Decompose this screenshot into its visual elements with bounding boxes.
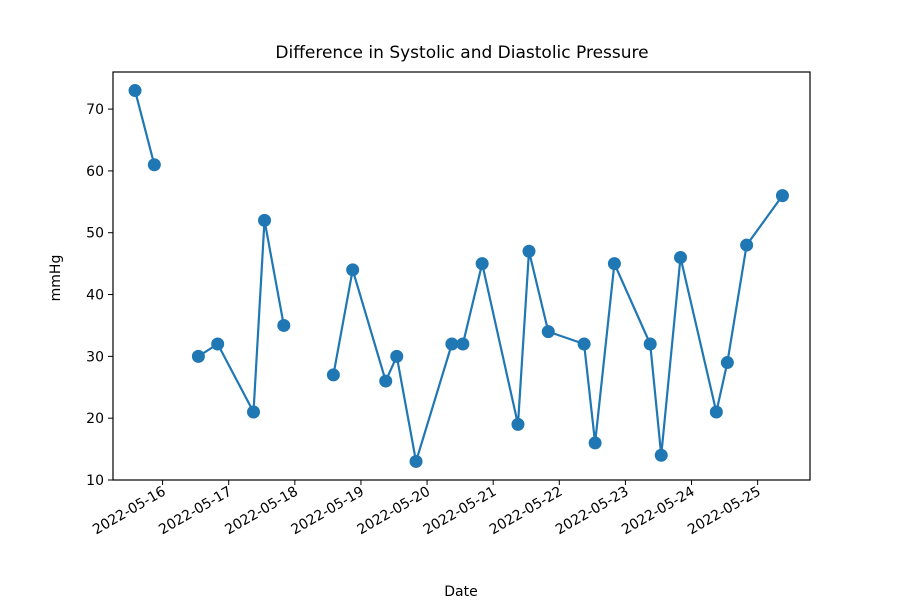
data-point: [674, 250, 688, 264]
chart-title: Difference in Systolic and Diastolic Pre…: [275, 43, 648, 63]
y-tick-label: 60: [86, 164, 104, 180]
data-point: [643, 337, 657, 351]
x-axis: 2022-05-162022-05-172022-05-182022-05-19…: [90, 480, 764, 538]
series-line: [332, 194, 784, 463]
x-tick-label: 2022-05-25: [685, 484, 763, 539]
y-tick-label: 40: [86, 288, 104, 304]
data-point: [390, 349, 404, 363]
data-point: [522, 244, 536, 258]
data-point: [211, 337, 225, 351]
data-point: [607, 257, 621, 271]
y-axis: 10 20 30 40 50 60 70: [86, 102, 113, 489]
y-axis-label: mmHg: [48, 255, 64, 302]
data-point: [147, 158, 161, 172]
y-tick-label: 50: [86, 226, 104, 242]
series-line: [133, 90, 156, 166]
data-point: [128, 84, 142, 98]
x-tick-label: 2022-05-22: [487, 484, 565, 539]
y-tick-label: 70: [86, 102, 104, 118]
x-tick-label: 2022-05-21: [421, 484, 499, 539]
data-point: [541, 325, 555, 339]
data-point: [346, 263, 360, 277]
x-tick-label: 2022-05-20: [355, 484, 433, 539]
x-tick-label: 2022-05-18: [222, 484, 300, 539]
x-axis-label: Date: [444, 584, 477, 600]
data-point: [588, 436, 602, 450]
y-tick-label: 20: [86, 411, 104, 427]
data-point: [740, 238, 754, 252]
data-point: [258, 213, 272, 227]
data-point: [445, 337, 459, 351]
data-point: [720, 356, 734, 370]
data-point: [379, 374, 393, 388]
data-point: [277, 318, 291, 332]
series-line: [197, 219, 285, 414]
x-tick-label: 2022-05-23: [553, 484, 631, 539]
data-point: [709, 405, 723, 419]
x-tick-label: 2022-05-16: [90, 484, 169, 539]
data-point: [577, 337, 591, 351]
plot-area: [128, 84, 789, 468]
data-point: [511, 417, 525, 431]
data-point: [326, 368, 340, 382]
y-tick-label: 10: [86, 473, 104, 489]
data-point: [247, 405, 261, 419]
x-tick-label: 2022-05-19: [288, 484, 366, 539]
data-point: [409, 454, 423, 468]
plot-frame: [112, 71, 811, 481]
data-point: [654, 448, 668, 462]
data-point: [456, 337, 470, 351]
data-point: [191, 349, 205, 363]
y-tick-label: 30: [86, 349, 104, 365]
data-point: [775, 189, 789, 203]
x-tick-label: 2022-05-17: [156, 484, 234, 539]
data-point: [475, 257, 489, 271]
x-tick-label: 2022-05-24: [619, 484, 698, 539]
